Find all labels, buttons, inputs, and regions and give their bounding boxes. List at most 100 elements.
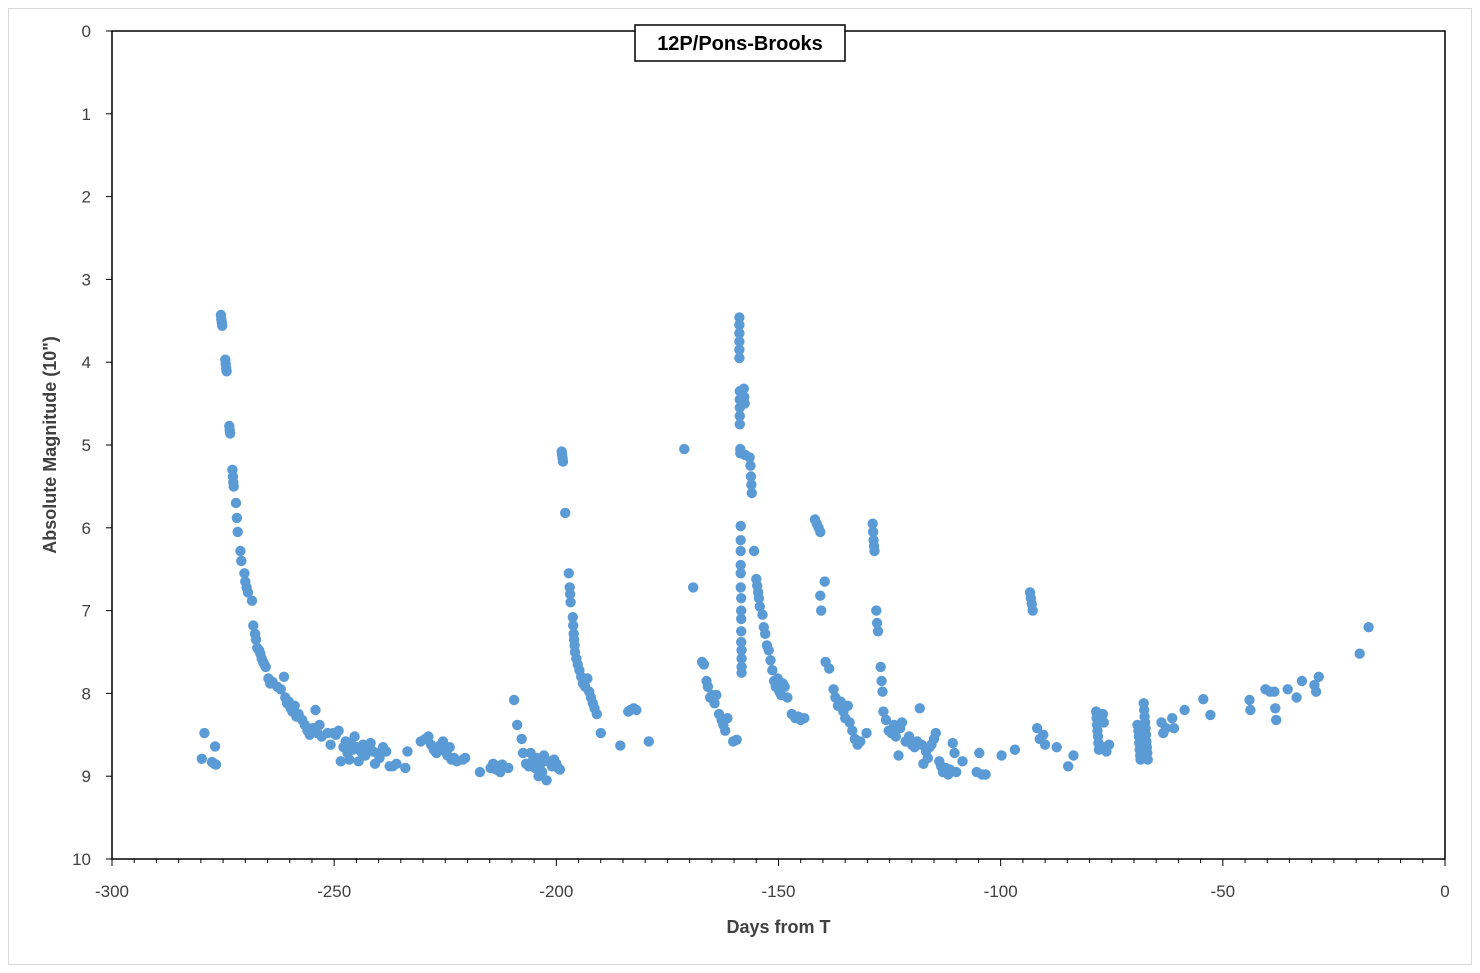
data-point <box>568 620 579 631</box>
data-point <box>196 753 207 764</box>
data-point <box>745 460 756 471</box>
data-point <box>250 634 262 645</box>
data-point <box>536 766 548 778</box>
data-point <box>325 739 336 750</box>
data-point <box>763 645 774 656</box>
data-point <box>957 756 968 767</box>
data-point <box>754 601 765 612</box>
data-point <box>744 452 755 463</box>
data-point <box>876 675 887 687</box>
data-point <box>878 706 889 717</box>
data-point <box>1282 684 1293 695</box>
data-point <box>819 576 830 587</box>
data-point <box>236 555 247 567</box>
data-point <box>365 737 376 749</box>
data-point <box>508 694 520 706</box>
data-point <box>217 320 228 331</box>
data-point <box>563 568 574 579</box>
y-tick-label: 4 <box>82 353 91 372</box>
data-point <box>736 593 747 604</box>
data-point <box>248 620 259 631</box>
axis-ticks <box>106 30 1446 866</box>
data-point <box>753 593 765 604</box>
data-point <box>1009 744 1021 755</box>
data-points <box>196 309 1374 786</box>
data-point <box>871 617 883 629</box>
data-point <box>239 568 250 579</box>
data-point <box>731 734 742 745</box>
data-point <box>947 737 958 749</box>
data-point <box>289 700 300 711</box>
data-point <box>782 692 793 703</box>
data-point <box>444 742 455 753</box>
data-point <box>735 520 746 532</box>
data-point <box>736 653 747 664</box>
data-point <box>698 659 710 670</box>
data-point <box>736 626 747 637</box>
data-point <box>1354 648 1365 659</box>
data-point <box>867 518 878 529</box>
data-point <box>1142 754 1153 765</box>
x-tick-label: -200 <box>539 882 573 901</box>
y-tick-label: 1 <box>82 105 91 124</box>
data-point <box>739 398 750 409</box>
data-point <box>225 428 236 439</box>
data-point <box>896 717 908 728</box>
data-point <box>631 704 642 716</box>
x-tick-label: -50 <box>1211 882 1236 901</box>
data-point <box>903 731 915 742</box>
data-point <box>260 661 271 673</box>
data-point <box>314 719 325 731</box>
data-point <box>779 681 790 692</box>
data-point <box>1051 742 1062 753</box>
data-point <box>890 731 901 742</box>
y-tick-label: 0 <box>82 22 91 41</box>
data-point <box>951 766 962 778</box>
data-point <box>880 714 892 726</box>
data-point <box>1031 723 1043 734</box>
data-point <box>816 605 827 616</box>
data-point <box>503 762 514 774</box>
data-point <box>374 752 385 764</box>
data-point <box>736 636 747 648</box>
data-point <box>595 727 606 739</box>
data-point <box>391 758 402 769</box>
data-point <box>930 727 941 739</box>
data-point <box>734 352 745 364</box>
data-point <box>688 582 699 593</box>
data-point <box>855 736 866 747</box>
data-point <box>1063 761 1074 772</box>
data-point <box>230 497 242 509</box>
data-point <box>210 759 222 770</box>
data-point <box>734 312 745 323</box>
data-point <box>875 661 886 673</box>
data-point <box>460 752 471 764</box>
data-point <box>815 526 826 538</box>
data-point <box>1179 704 1190 716</box>
data-point <box>516 733 527 745</box>
data-point <box>1244 694 1255 706</box>
data-point <box>512 719 523 731</box>
data-point <box>310 704 321 716</box>
data-point <box>844 717 855 728</box>
data-point <box>746 479 757 490</box>
data-point <box>893 750 904 761</box>
data-point <box>1245 704 1256 716</box>
data-point <box>734 419 745 430</box>
data-point <box>702 681 714 692</box>
data-point <box>679 443 690 455</box>
data-point <box>720 725 731 736</box>
data-point <box>1205 709 1216 721</box>
y-axis-title: Absolute Magnitude (10") <box>40 336 60 554</box>
data-point <box>246 595 258 606</box>
data-point <box>735 545 746 557</box>
data-point <box>1097 708 1109 720</box>
data-point <box>437 736 449 747</box>
data-point <box>564 588 576 600</box>
x-tick-label: -100 <box>984 882 1018 901</box>
data-point <box>734 319 745 331</box>
data-point <box>353 756 364 767</box>
data-point <box>799 713 810 724</box>
x-tick-label: -150 <box>761 882 795 901</box>
